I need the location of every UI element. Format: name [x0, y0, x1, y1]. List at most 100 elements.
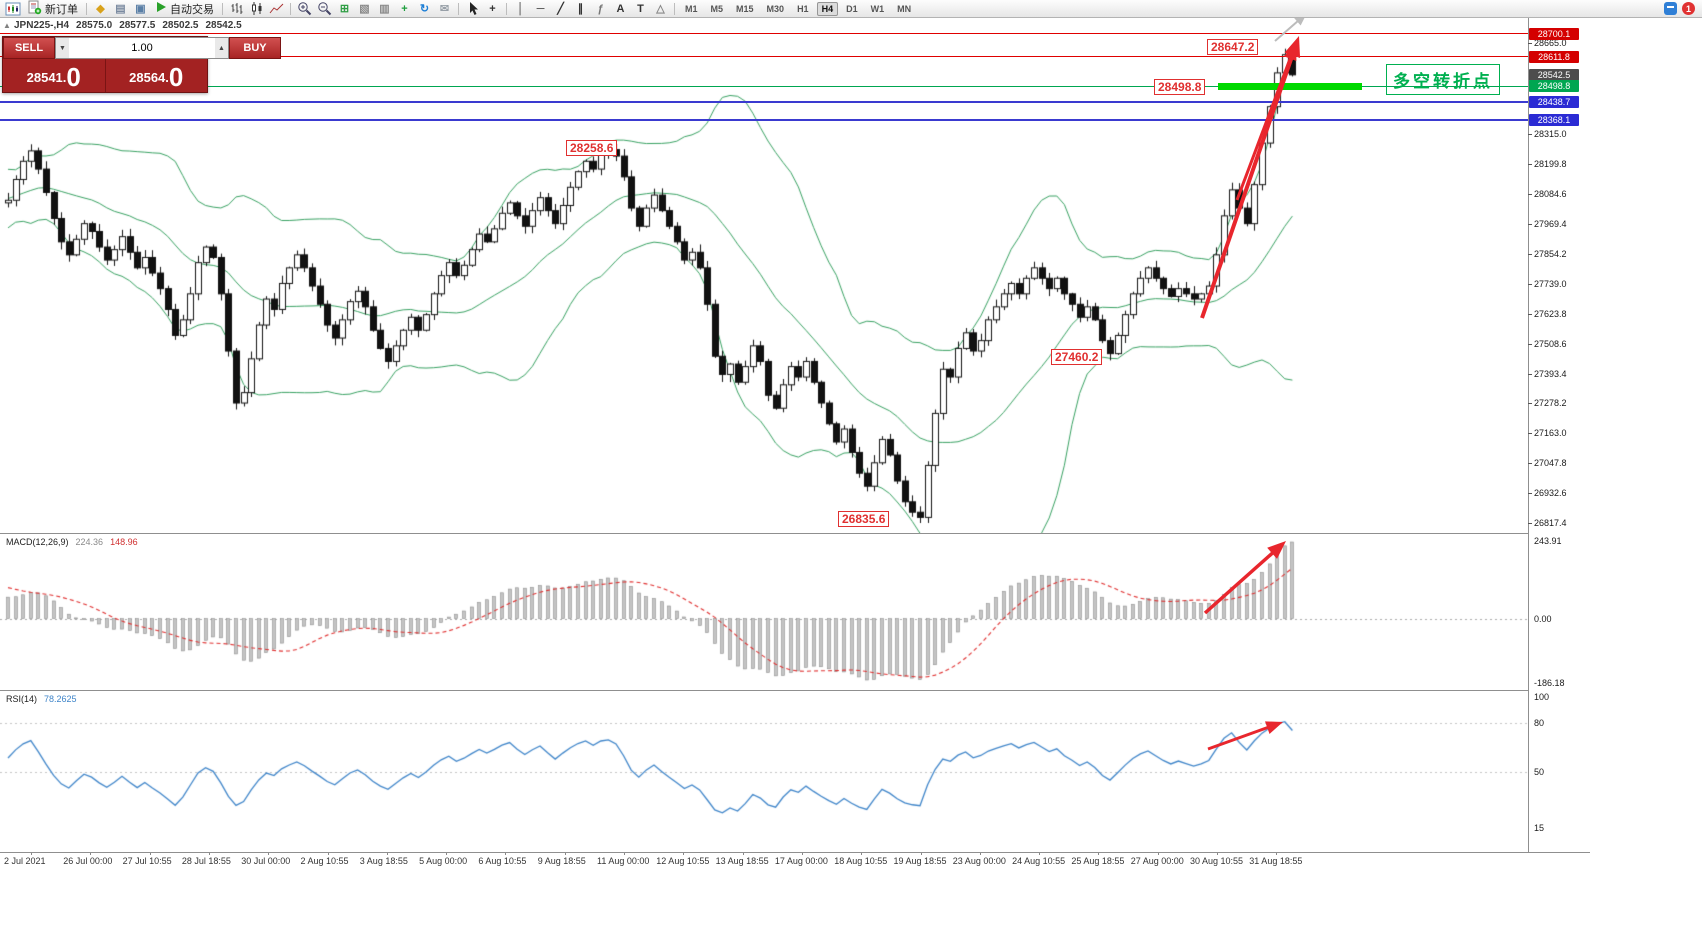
- zoom-out-icon[interactable]: [315, 1, 334, 17]
- time-label: 26 Jul 00:00: [63, 856, 113, 866]
- rsi-label: RSI(14) 78.2625: [6, 694, 77, 704]
- market-icon[interactable]: ◆: [96, 2, 105, 15]
- rsi-indicator-chart[interactable]: [0, 691, 1528, 852]
- auto-scroll-icon[interactable]: ↻: [419, 2, 430, 15]
- candlestick-type-icon[interactable]: [247, 1, 266, 17]
- timeframe-button-m1[interactable]: M1: [685, 3, 698, 14]
- price-tick-mark: [1528, 463, 1532, 465]
- vertical-line-icon[interactable]: │: [517, 2, 524, 15]
- terminal-icon[interactable]: ▣: [135, 2, 146, 15]
- channel-icon[interactable]: ∥: [577, 2, 584, 15]
- macd-scale-label: -186.18: [1534, 678, 1565, 688]
- timeframe-button-m5[interactable]: M5: [710, 3, 724, 14]
- timeframe-button-d1[interactable]: D1: [846, 3, 858, 14]
- time-tick-mark: [1157, 852, 1159, 855]
- tile-horizontal-icon[interactable]: ▥: [379, 2, 390, 15]
- time-tick-mark: [446, 852, 448, 855]
- timeframe-button-h1[interactable]: H1: [797, 3, 809, 14]
- timeframe-button-m30[interactable]: M30: [766, 3, 785, 14]
- price-annotation-28258.6[interactable]: 28258.6: [566, 140, 618, 156]
- trendline-icon[interactable]: ╱: [557, 2, 564, 15]
- buy-price[interactable]: 28564. 0: [104, 59, 208, 92]
- toolbar-separator-20: [458, 2, 459, 15]
- rsi-scale-label: 80: [1534, 718, 1545, 729]
- timeframe-button-h4[interactable]: H4: [816, 1, 839, 16]
- horizontal-line-icon[interactable]: ─: [536, 2, 545, 15]
- time-tick-mark: [31, 852, 32, 855]
- price-tick: 26932.6: [1534, 488, 1567, 499]
- volume-input[interactable]: [69, 38, 215, 58]
- price-annotation-28498.8[interactable]: 28498.8: [1154, 79, 1206, 95]
- autotrade-button[interactable]: 自动交易: [151, 1, 218, 17]
- price-tick: 27508.6: [1534, 338, 1567, 349]
- bar-chart-type-icon[interactable]: [227, 1, 246, 17]
- horizontal-line-28368.1[interactable]: [0, 119, 1528, 121]
- time-tick-mark: [624, 852, 625, 855]
- time-tick-mark: [979, 852, 981, 855]
- message-icon[interactable]: ✉: [439, 2, 450, 15]
- shapes-icon[interactable]: △: [656, 2, 665, 15]
- chart-symbol-period: JPN225-,H4: [14, 20, 70, 31]
- main-price-chart[interactable]: [0, 18, 1528, 533]
- crosshair-icon[interactable]: +: [489, 2, 496, 15]
- autotrade-button-label: 自动交易: [170, 3, 214, 16]
- horizontal-line-28611.8[interactable]: [0, 56, 1528, 57]
- new-chart-icon[interactable]: [3, 1, 22, 17]
- price-annotation-28647.2[interactable]: 28647.2: [1207, 39, 1259, 55]
- autotrade-button-icon: [155, 1, 167, 16]
- cascade-windows-icon[interactable]: ▧: [359, 2, 370, 15]
- one-click-collapse-arrow[interactable]: ▲: [3, 21, 11, 30]
- time-axis[interactable]: 2 Jul 2021 26 Jul 00:00 27 Jul 10:55 28 Jul…: [0, 852, 1528, 872]
- time-label: 28 Jul 18:55: [181, 856, 231, 866]
- time-tick-mark: [801, 852, 803, 855]
- time-tick-mark: [1098, 852, 1100, 855]
- price-annotation-26835.6[interactable]: 26835.6: [838, 511, 890, 527]
- volume-decrease-button[interactable]: ▼: [56, 38, 69, 58]
- zoom-in-icon[interactable]: [295, 1, 314, 17]
- buy-button[interactable]: BUY: [229, 37, 281, 59]
- horizontal-line-28700.1[interactable]: [0, 33, 1528, 34]
- timeframe-button-m15[interactable]: M15: [736, 3, 754, 14]
- pane-splitter-macd[interactable]: [0, 533, 1590, 534]
- price-tick: 28199.8: [1534, 158, 1567, 169]
- time-tick-mark: [90, 852, 92, 855]
- price-tick-mark: [1528, 523, 1532, 525]
- new-order-button[interactable]: 新订单: [23, 0, 82, 17]
- sell-price[interactable]: 28541. 0: [26, 62, 81, 92]
- label-icon[interactable]: T: [637, 2, 644, 15]
- tile-windows-icon[interactable]: ⊞: [339, 2, 350, 15]
- time-label: 19 Aug 18:55: [893, 856, 947, 866]
- time-tick-mark: [742, 852, 744, 855]
- timeframe-button-mn[interactable]: MN: [897, 3, 912, 14]
- time-label: 11 Aug 00:00: [597, 856, 650, 866]
- turning-point-label[interactable]: 多空转折点: [1386, 64, 1500, 95]
- macd-indicator-chart[interactable]: [0, 534, 1528, 690]
- time-label: 17 Aug 00:00: [774, 856, 828, 866]
- line-chart-type-icon[interactable]: [267, 1, 286, 17]
- price-tick-mark: [1528, 193, 1532, 195]
- time-label: 2 Jul 2021: [4, 856, 46, 866]
- history-center-icon[interactable]: ▤: [115, 2, 126, 15]
- community-chat-icon[interactable]: [1664, 2, 1677, 15]
- time-label: 3 Aug 18:55: [359, 856, 408, 866]
- price-tag-28368.1: 28368.1: [1529, 114, 1579, 127]
- time-axis-border: [0, 852, 1590, 853]
- cursor-icon[interactable]: [463, 1, 482, 17]
- sell-button[interactable]: SELL: [3, 37, 55, 59]
- text-icon[interactable]: A: [616, 2, 625, 15]
- macd-label: MACD(12,26,9) 224.36 148.96: [6, 537, 138, 547]
- volume-increase-button[interactable]: ▲: [215, 38, 228, 58]
- horizontal-line-28498.8[interactable]: [0, 86, 1528, 87]
- price-tick: 28665.0: [1534, 38, 1567, 48]
- notification-badge[interactable]: 1: [1682, 2, 1695, 15]
- timeframe-button-w1[interactable]: W1: [870, 3, 885, 14]
- one-click-trading-panel: SELL ▼ ▲ BUY 28541. 0 28564. 0: [2, 36, 281, 93]
- add-indicator-icon[interactable]: +: [401, 2, 408, 15]
- turning-point-highlight-bar[interactable]: [1218, 83, 1362, 90]
- pane-splitter-rsi[interactable]: [0, 690, 1590, 691]
- price-annotation-27460.2[interactable]: 27460.2: [1051, 349, 1103, 365]
- price-axis[interactable]: 28665.0 28315.0 28199.8 28084.6 27969.4 27854…: [1528, 18, 1599, 852]
- fibonacci-icon[interactable]: ƒ: [597, 2, 604, 15]
- horizontal-line-28438.7[interactable]: [0, 101, 1528, 103]
